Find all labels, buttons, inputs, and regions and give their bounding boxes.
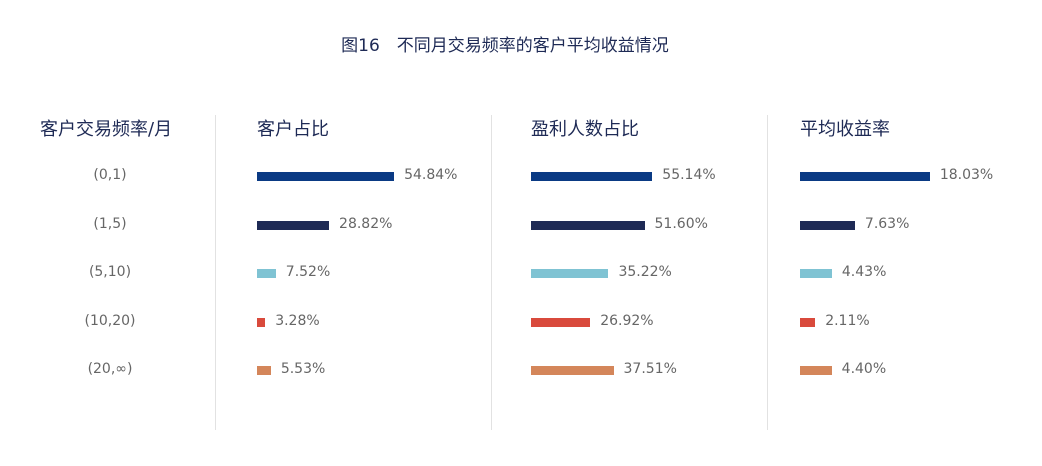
panel-divider <box>767 115 768 430</box>
series-header: 平均收益率 <box>800 119 890 140</box>
category-label: (20,∞) <box>87 361 133 377</box>
category-label: (1,5) <box>93 216 127 232</box>
data-label: 28.82% <box>339 216 393 232</box>
data-label: 4.43% <box>841 264 887 280</box>
bar <box>531 318 591 327</box>
bar <box>531 221 645 230</box>
data-label: 54.84% <box>404 167 458 183</box>
data-label: 18.03% <box>939 167 994 183</box>
bar <box>531 172 653 181</box>
bar <box>257 221 330 230</box>
data-label: 26.92% <box>600 313 654 329</box>
data-label: 7.63% <box>864 216 910 232</box>
bar <box>800 269 832 278</box>
category-header: 客户交易频率/月 <box>40 119 173 140</box>
category-label: (5,10) <box>88 264 132 280</box>
bar <box>800 318 816 327</box>
series-header: 客户占比 <box>257 119 329 140</box>
bar <box>257 366 271 375</box>
bar <box>800 366 832 375</box>
category-label: (10,20) <box>84 313 136 329</box>
data-label: 2.11% <box>825 313 870 329</box>
data-label: 7.52% <box>285 264 331 280</box>
data-label: 5.53% <box>280 361 326 377</box>
data-label: 55.14% <box>662 167 716 183</box>
bar <box>257 172 395 181</box>
chart-title: 图16 不同月交易频率的客户平均收益情况 <box>341 36 669 56</box>
bar <box>531 366 614 375</box>
data-label: 3.28% <box>275 313 320 329</box>
bar <box>257 269 276 278</box>
bar <box>531 269 609 278</box>
data-label: 51.60% <box>654 216 708 232</box>
bar <box>257 318 266 327</box>
panel-divider <box>215 115 216 430</box>
category-label: (0,1) <box>93 167 127 183</box>
panel-divider <box>491 115 492 430</box>
series-header: 盈利人数占比 <box>531 119 639 140</box>
data-label: 4.40% <box>841 361 887 377</box>
bar <box>800 172 930 181</box>
bar <box>800 221 855 230</box>
data-label: 35.22% <box>618 264 672 280</box>
data-label: 37.51% <box>623 361 677 377</box>
